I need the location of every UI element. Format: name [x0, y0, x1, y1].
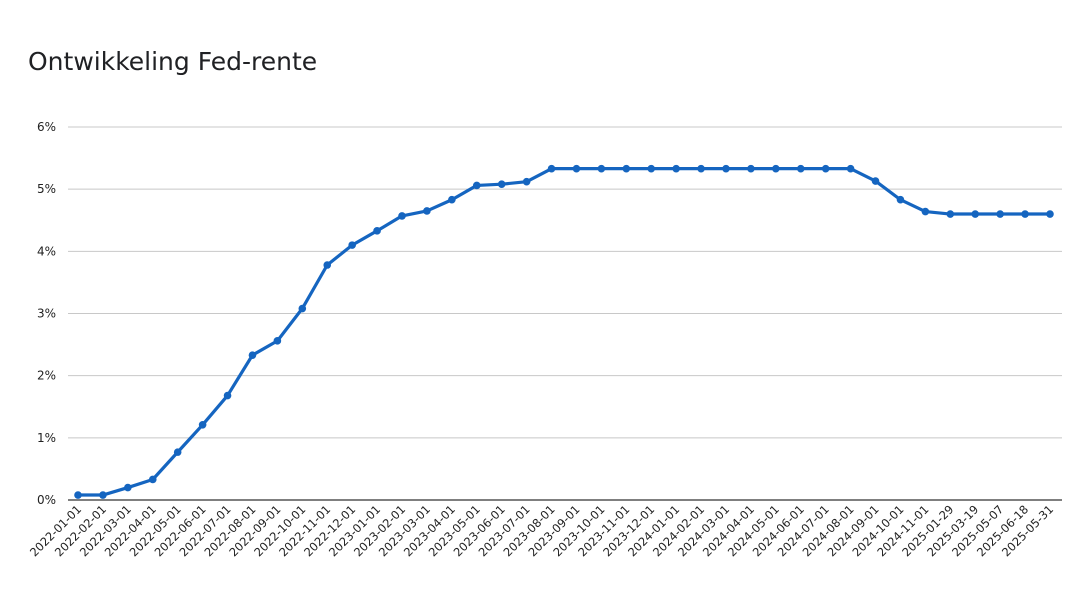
data-point [821, 164, 830, 173]
data-point [597, 164, 606, 173]
data-point [722, 164, 730, 173]
data-point [448, 195, 456, 204]
data-point [747, 164, 755, 173]
data-point [223, 391, 232, 400]
data-point [348, 241, 356, 249]
data-point [772, 164, 780, 173]
data-point [273, 337, 282, 345]
data-point [423, 207, 431, 215]
data-point [124, 483, 132, 492]
y-tick-label: 5% [37, 182, 56, 196]
data-point [697, 164, 705, 173]
data-point [1021, 210, 1029, 218]
data-point [846, 164, 855, 173]
gridlines [68, 126, 1062, 501]
y-tick-label: 0% [37, 493, 56, 507]
data-point [946, 210, 955, 218]
data-point [298, 304, 307, 313]
y-tick-label: 1% [37, 431, 56, 445]
data-point [547, 164, 556, 173]
y-axis-ticks: 0% 1% 2% 3% 4% 5% 6% [37, 120, 56, 507]
data-point [921, 207, 930, 216]
series-line [76, 167, 1052, 497]
data-point [173, 448, 182, 456]
data-point [248, 351, 257, 359]
data-point [373, 227, 381, 235]
data-point [647, 164, 656, 173]
data-point [796, 164, 805, 173]
y-tick-label: 4% [37, 244, 56, 258]
data-point [323, 261, 332, 269]
data-point [99, 491, 107, 499]
data-point [74, 491, 82, 499]
data-point [148, 475, 157, 484]
data-point [622, 164, 631, 173]
data-point [522, 177, 531, 186]
y-tick-label: 2% [37, 369, 56, 383]
series-line-group [74, 164, 1054, 499]
chart-title: Ontwikkeling Fed-rente [28, 47, 317, 76]
data-point [497, 180, 506, 188]
data-point [871, 177, 880, 185]
data-point [1046, 210, 1054, 218]
y-tick-label: 3% [37, 307, 56, 321]
data-point [672, 164, 680, 173]
x-axis-ticks: 2022-01-012022-02-012022-03-012022-04-01… [27, 502, 1056, 559]
y-tick-label: 6% [37, 120, 56, 134]
data-point [971, 210, 980, 218]
data-point [198, 420, 207, 429]
data-point [572, 164, 581, 173]
data-point [996, 210, 1004, 218]
data-point [472, 181, 481, 190]
data-point [896, 195, 905, 204]
data-point [398, 212, 406, 220]
